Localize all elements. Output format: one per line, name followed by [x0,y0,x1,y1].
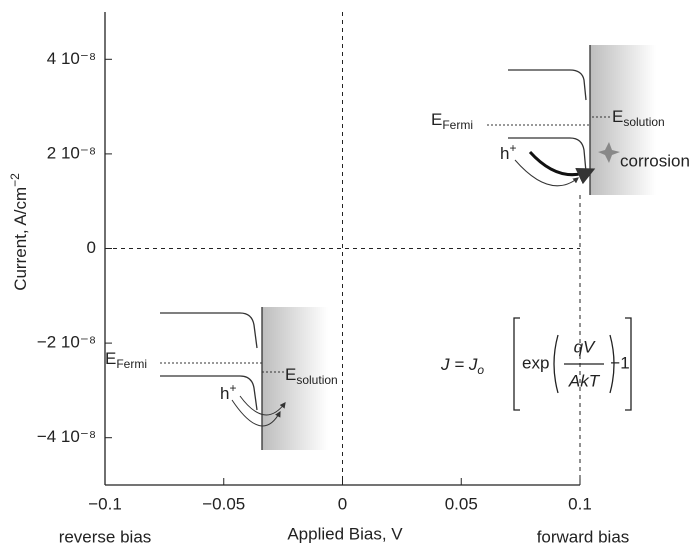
hole-label: h+ [220,381,236,403]
solution-label-main: E [285,365,296,384]
hole-label-sup: + [229,381,236,395]
y-tick-label: −2 10⁻⁸ [37,333,96,352]
equation-denominator: AkT [568,371,601,390]
solution-label-sub: solution [623,115,664,129]
y-tick-label: −4 10⁻⁸ [37,427,96,446]
electrode [262,307,328,450]
fermi-label-main: E [431,110,442,129]
x-tick-label: −0.1 [88,494,122,513]
hole-label: h+ [500,141,516,163]
solution-label-sub: solution [296,373,337,387]
corrosion-arrow [528,150,596,185]
band-edge [160,375,258,411]
band-edge [508,69,587,101]
forward-inset [487,45,656,195]
solution-label-main: E [612,107,623,126]
equation-lhs-text: J = J [440,355,478,374]
band-edge [508,137,587,173]
y-tick-label: 0 [87,238,96,257]
fermi-label-main: E [105,349,116,368]
forward-bias-label: forward bias [537,527,630,546]
y-tick-label: 4 10⁻⁸ [47,49,96,68]
reverse-inset [160,307,328,450]
hole-label-sup: + [509,141,516,155]
process-label: corrosion [620,151,690,170]
equation-parens [553,334,615,394]
hole-label-main: h [500,144,509,163]
equation-tail: −1 [610,353,629,372]
hole-label-main: h [220,384,229,403]
fermi-label-sub: Fermi [442,118,473,132]
solution-label: Esolution [285,365,338,387]
y-label-text: Current, A/cm [11,187,30,291]
fermi-label: EFermi [431,110,473,132]
solution-label: Esolution [612,107,665,129]
equation-brackets [513,317,632,411]
electrode [590,45,656,195]
y-axis-label: Current, A/cm−2 [8,173,30,291]
hole-arrow [514,159,579,187]
y-label-sup: −2 [8,173,22,187]
band-edge [160,312,258,349]
corrosion-spark [598,142,620,163]
reverse-bias-label: reverse bias [59,527,152,546]
x-tick-label: 0.05 [445,494,478,513]
x-tick-label: 0 [338,494,347,513]
equation-numerator: qV [574,337,596,356]
hole-arrow [239,395,286,416]
fermi-label: EFermi [105,349,147,371]
y-tick-label: 2 10⁻⁸ [47,143,96,162]
x-tick-label: 0.1 [568,494,592,513]
fermi-label-sub: Fermi [116,357,147,371]
equation-sub: o [477,363,484,377]
x-axis-label: Applied Bias, V [287,524,403,543]
equation-lhs: J = Jo [440,355,484,377]
hole-arrow [231,399,281,427]
x-tick-label: −0.05 [202,494,245,513]
equation-function: exp [522,353,549,372]
